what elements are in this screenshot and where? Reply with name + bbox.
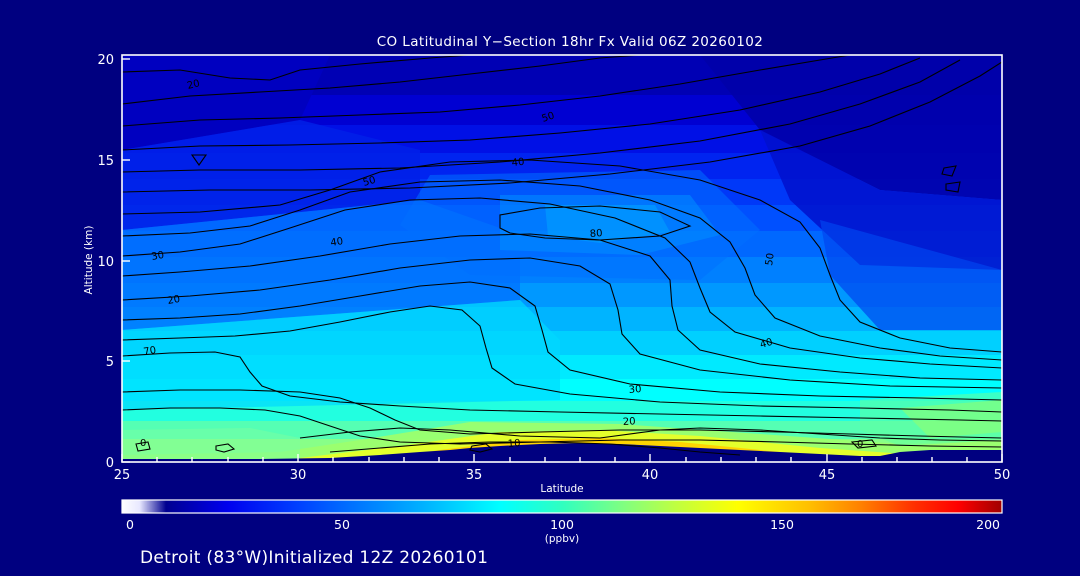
contour-label: 40 bbox=[759, 337, 774, 351]
contour-label: 80 bbox=[589, 228, 602, 240]
x-tick-label: 35 bbox=[466, 468, 483, 483]
colorbar-tick-label: 150 bbox=[770, 517, 794, 532]
terrain-mask bbox=[122, 443, 1002, 462]
y-tick-label: 5 bbox=[106, 355, 114, 370]
contour-label: 10 bbox=[507, 438, 520, 450]
contour-labels: 20 50 40 80 50 50 30 40 20 70 40 30 20 1… bbox=[140, 78, 863, 450]
x-axis-tick-labels: 25 30 35 40 45 50 bbox=[114, 468, 1011, 483]
x-tick-label: 45 bbox=[819, 468, 836, 483]
y-axis-tick-labels: 20 15 10 5 0 bbox=[97, 53, 114, 471]
colorbar-gradient bbox=[122, 500, 1002, 513]
contour-field: 20 50 40 80 50 50 30 40 20 70 40 30 20 1… bbox=[122, 55, 1002, 462]
colorbar-tick-labels: 0 50 100 150 200 bbox=[126, 517, 1000, 532]
contour-label: 30 bbox=[628, 384, 642, 396]
colorbar-tick-label: 50 bbox=[334, 517, 350, 532]
contour-label: 20 bbox=[186, 78, 201, 92]
plot-frame bbox=[121, 54, 1003, 463]
contour-label: 0 bbox=[140, 438, 146, 449]
colorbar-tick-label: 200 bbox=[976, 517, 1000, 532]
x-tick-label: 50 bbox=[994, 468, 1011, 483]
footer-label: Detroit (83°W)Initialized 12Z 20260101 bbox=[140, 548, 488, 568]
contour-label: 50 bbox=[362, 175, 377, 189]
x-tick-label: 40 bbox=[642, 468, 659, 483]
contour-label: 0 bbox=[857, 439, 863, 450]
contour-label: 40 bbox=[330, 236, 344, 249]
contour-label: 40 bbox=[511, 157, 525, 169]
contour-label: 20 bbox=[623, 416, 636, 428]
colorbar-outline bbox=[121, 499, 1003, 514]
x-tick-label: 30 bbox=[290, 468, 307, 483]
x-axis-ticks bbox=[121, 454, 1003, 462]
contour-label: 50 bbox=[541, 110, 557, 124]
y-axis-label: Altitude (km) bbox=[83, 226, 95, 295]
colorbar: 0 50 100 150 200 (ppbv) bbox=[121, 499, 1003, 545]
colorbar-tick-label: 0 bbox=[126, 517, 134, 532]
contour-label: 50 bbox=[764, 252, 777, 266]
chart-title: CO Latitudinal Y−Section 18hr Fx Valid 0… bbox=[377, 34, 764, 50]
colorbar-tick-label: 100 bbox=[550, 517, 574, 532]
x-axis-label: Latitude bbox=[540, 483, 583, 495]
contour-label: 30 bbox=[151, 250, 165, 263]
y-axis-ticks bbox=[122, 58, 130, 463]
x-tick-label: 25 bbox=[114, 468, 131, 483]
y-tick-label: 10 bbox=[97, 255, 114, 270]
y-tick-label: 0 bbox=[106, 456, 114, 471]
contour-label: 20 bbox=[167, 294, 181, 307]
y-tick-label: 15 bbox=[97, 154, 114, 169]
contour-label: 70 bbox=[143, 345, 157, 358]
colorbar-unit-label: (ppbv) bbox=[545, 533, 579, 545]
y-tick-label: 20 bbox=[97, 53, 114, 68]
